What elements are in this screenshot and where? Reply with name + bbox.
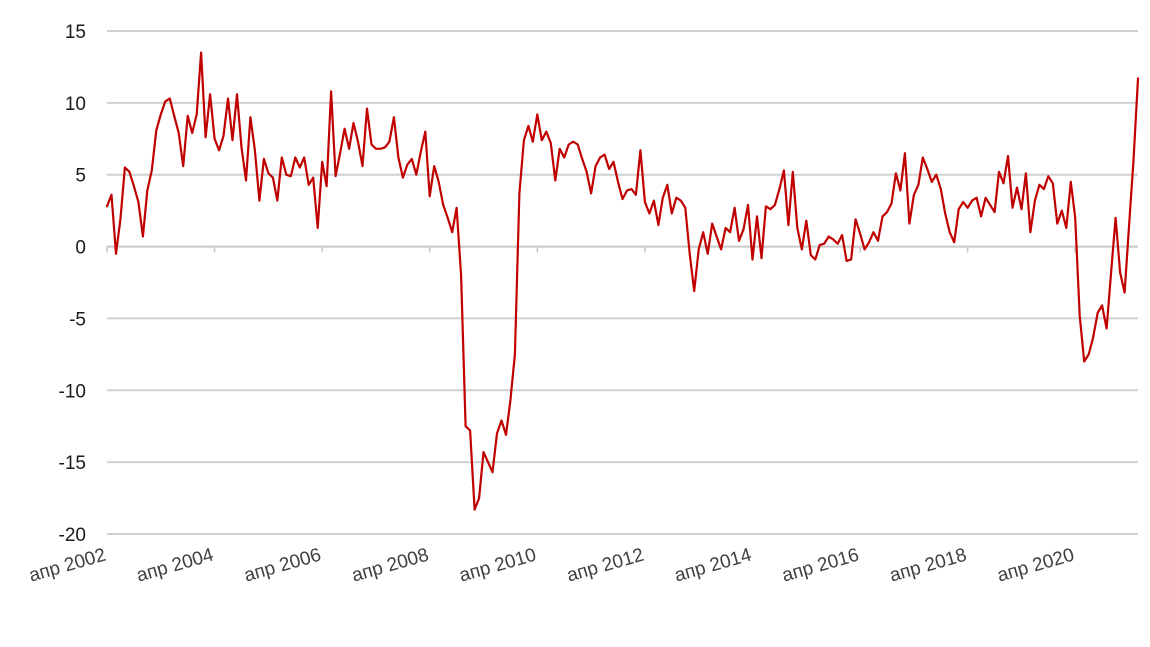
y-axis-tick-labels: 15 10 5 0 -5 -10 -15 -20 bbox=[59, 22, 86, 546]
x-axis-tick-labels: апр 2002 апр 2004 апр 2006 апр 2008 апр 2010… bbox=[27, 545, 1077, 587]
series-line bbox=[105, 51, 1140, 511]
y-tick-label: 15 bbox=[65, 22, 86, 43]
gridlines bbox=[106, 30, 1138, 535]
x-tick-label: апр 2006 bbox=[242, 545, 324, 587]
x-tick-label: апр 2004 bbox=[134, 545, 216, 587]
y-tick-label: -15 bbox=[59, 453, 86, 474]
x-tick-label: апр 2012 bbox=[565, 545, 647, 587]
x-tick-label: апр 2008 bbox=[349, 545, 431, 587]
y-tick-label: 0 bbox=[75, 238, 86, 259]
x-tick-label: апр 2018 bbox=[887, 545, 969, 587]
x-tick-label: апр 2016 bbox=[780, 545, 862, 587]
x-tick-label: апр 2010 bbox=[457, 545, 539, 587]
y-tick-label: 10 bbox=[65, 94, 86, 115]
series-lines bbox=[105, 51, 1140, 511]
y-tick-label: -10 bbox=[59, 381, 86, 402]
x-tick-label: апр 2002 bbox=[27, 545, 109, 587]
y-tick-label: -5 bbox=[69, 309, 86, 330]
x-tick-label: апр 2020 bbox=[995, 545, 1077, 587]
x-tick-label: апр 2014 bbox=[672, 545, 754, 587]
y-tick-label: -20 bbox=[59, 525, 86, 546]
y-tick-label: 5 bbox=[75, 166, 86, 187]
